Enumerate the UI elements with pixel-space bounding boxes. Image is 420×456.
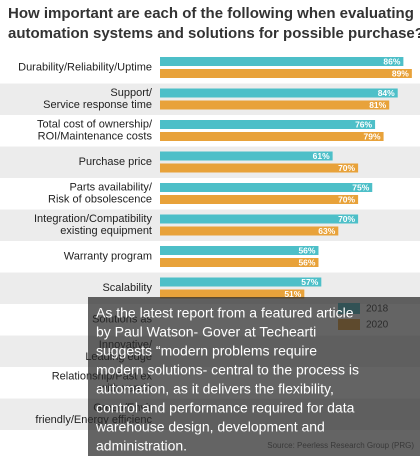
overlay-text: suggests “modern problems require (96, 343, 317, 359)
category-label: Service response time (43, 99, 152, 111)
category-label: Integration/Compatibility (34, 213, 153, 225)
bar (160, 120, 376, 129)
bar (160, 57, 404, 66)
value-label: 76% (355, 119, 372, 129)
bar (160, 214, 359, 224)
category-label: Risk of obsolescence (48, 194, 152, 206)
category-label: Parts availability/ (69, 182, 152, 194)
bar (160, 277, 322, 287)
value-label: 86% (383, 56, 400, 66)
overlay (88, 297, 420, 456)
bar (160, 88, 398, 98)
row-band (0, 146, 420, 178)
bar (160, 151, 333, 161)
value-label: 81% (369, 100, 386, 110)
category-label: ROI/Maintenance costs (38, 131, 153, 143)
value-label: 79% (364, 131, 381, 141)
value-label: 56% (298, 245, 315, 255)
value-label: 75% (352, 182, 369, 192)
bar (160, 246, 319, 255)
bar (160, 183, 373, 192)
bar (160, 132, 384, 141)
value-label: 89% (392, 68, 409, 78)
chart-title: automation systems and solutions for pos… (8, 25, 420, 42)
bar (160, 163, 359, 173)
category-label: Scalability (102, 282, 152, 294)
bar (160, 69, 412, 78)
value-label: 61% (313, 151, 330, 161)
value-label: 57% (301, 277, 318, 287)
category-label: Warranty program (64, 251, 152, 263)
value-label: 63% (318, 226, 335, 236)
bar (160, 100, 390, 110)
value-label: 51% (284, 289, 301, 299)
chart-title: How important are each of the following … (8, 5, 414, 22)
category-label: existing equipment (60, 225, 152, 237)
overlay-text: modern solutions- central to the process… (96, 362, 359, 378)
value-label: 84% (378, 88, 395, 98)
value-label: 70% (338, 163, 355, 173)
overlay-text: As the latest report from a featured art… (96, 305, 354, 321)
category-label: Durability/Reliability/Uptime (18, 62, 152, 74)
bar (160, 226, 339, 236)
category-label: Total cost of ownership/ (37, 119, 153, 131)
category-label: Purchase price (79, 156, 152, 168)
overlay-text: administration. (96, 438, 187, 454)
value-label: 56% (298, 257, 315, 267)
overlay-text: by Paul Watson- Gover at Techearti (96, 324, 316, 340)
bar (160, 258, 319, 267)
overlay-text: automation, as it delivers the flexibili… (96, 381, 334, 397)
value-label: 70% (338, 194, 355, 204)
bar (160, 289, 305, 299)
overlay-text: control and performance required for dat… (96, 400, 355, 416)
value-label: 70% (338, 214, 355, 224)
overlay-text: warehouse design, development and (95, 419, 325, 435)
bar (160, 195, 359, 204)
category-label: Support/ (110, 87, 153, 99)
